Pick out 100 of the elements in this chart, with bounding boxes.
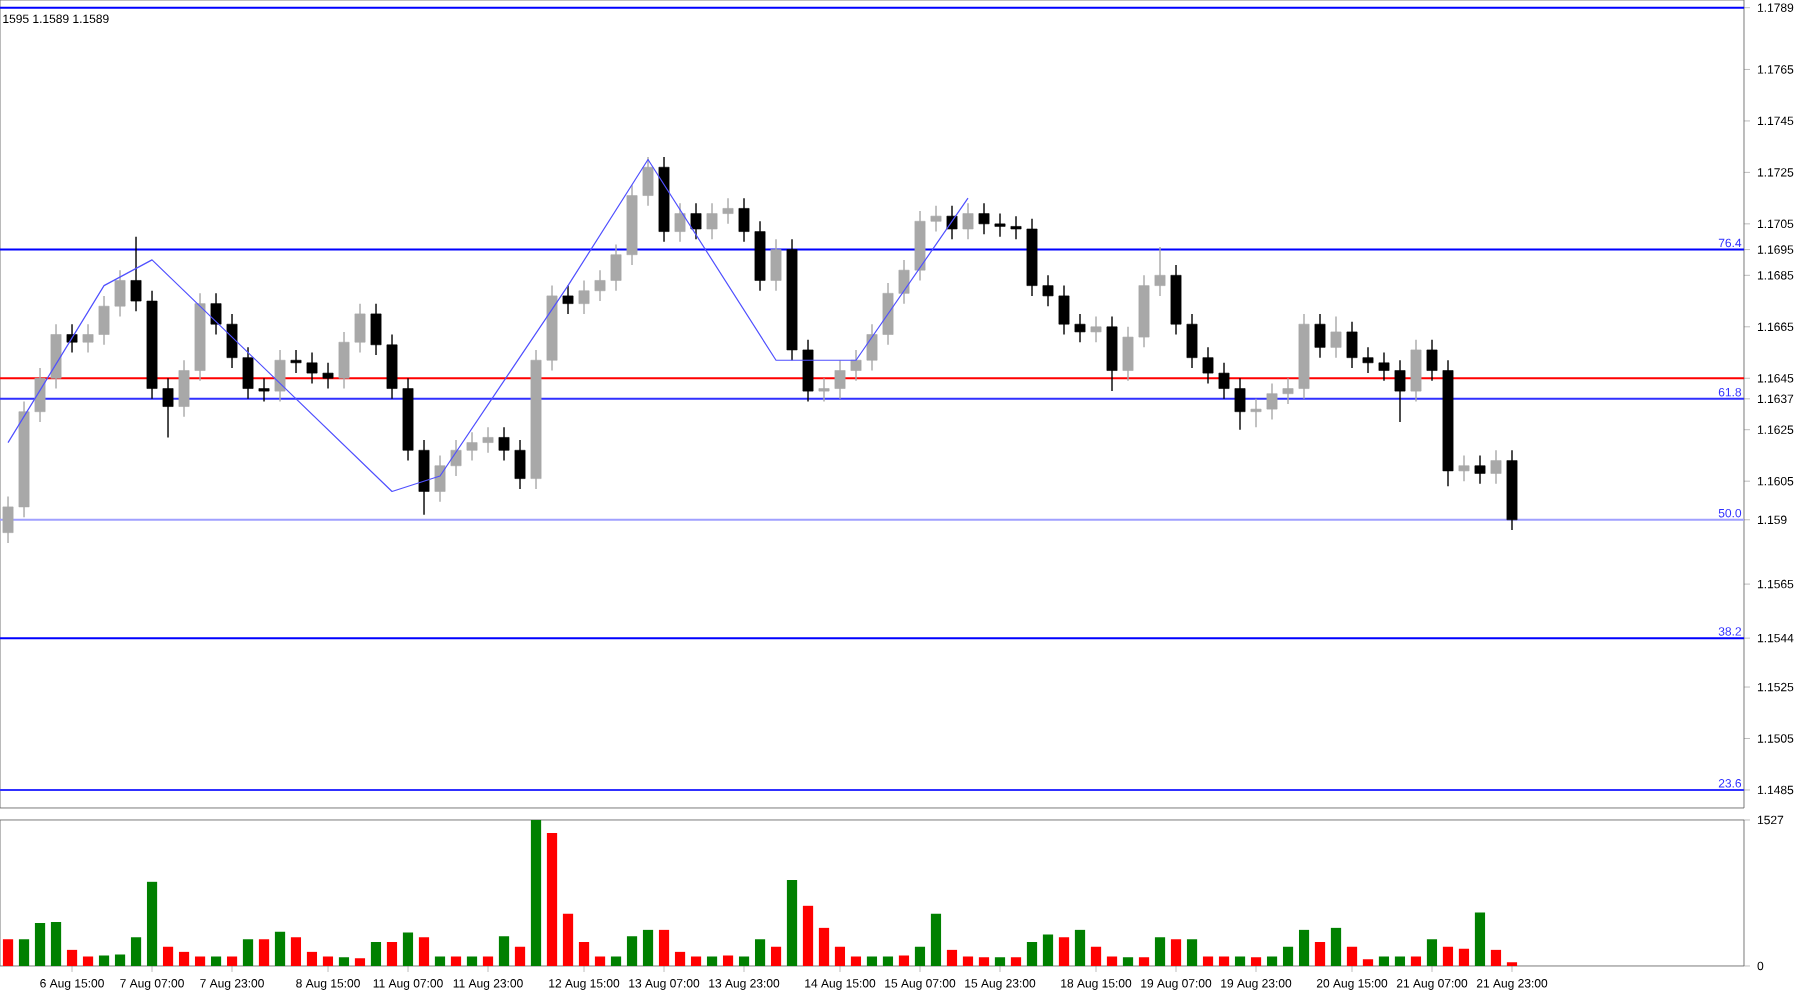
candlestick bbox=[1266, 382, 1278, 421]
candlestick bbox=[882, 282, 894, 346]
bar bbox=[18, 939, 30, 966]
candlestick bbox=[1250, 398, 1262, 428]
bar bbox=[802, 905, 814, 966]
candlestick bbox=[98, 295, 110, 346]
bar bbox=[1314, 942, 1326, 966]
bar bbox=[706, 956, 718, 966]
candlestick bbox=[1346, 320, 1358, 369]
bar bbox=[498, 936, 510, 966]
bar bbox=[1330, 927, 1342, 966]
bar bbox=[354, 958, 366, 966]
bar bbox=[402, 932, 414, 966]
candlestick bbox=[1362, 346, 1374, 374]
bar bbox=[1074, 929, 1086, 966]
bar bbox=[994, 957, 1006, 966]
bar bbox=[946, 949, 958, 966]
bar bbox=[338, 957, 350, 966]
bar bbox=[34, 922, 46, 966]
bar bbox=[1218, 956, 1230, 966]
candlestick bbox=[386, 333, 398, 400]
candlestick bbox=[498, 426, 510, 462]
candlestick bbox=[482, 426, 494, 454]
candlestick bbox=[290, 349, 302, 374]
bar bbox=[370, 942, 382, 966]
bar bbox=[386, 942, 398, 966]
bar bbox=[962, 956, 974, 966]
candlestick bbox=[578, 279, 590, 315]
bar bbox=[834, 946, 846, 966]
candlestick bbox=[1122, 326, 1134, 382]
candlestick bbox=[434, 454, 446, 503]
bar bbox=[658, 929, 670, 966]
candlestick bbox=[594, 269, 606, 302]
candlestick bbox=[242, 346, 254, 400]
bar bbox=[1058, 937, 1070, 966]
candlestick bbox=[1042, 274, 1054, 307]
candlestick bbox=[850, 349, 862, 382]
candlestick bbox=[818, 377, 830, 403]
bar bbox=[242, 939, 254, 966]
bar bbox=[194, 956, 206, 966]
bar bbox=[1154, 937, 1166, 966]
candlestick bbox=[2, 495, 14, 544]
bar bbox=[114, 954, 126, 966]
candlestick bbox=[1186, 313, 1198, 369]
candlestick bbox=[338, 331, 350, 390]
bar bbox=[610, 956, 622, 966]
bar bbox=[626, 936, 638, 966]
bar bbox=[1122, 957, 1134, 966]
candlestick bbox=[514, 439, 526, 490]
bar bbox=[82, 956, 94, 966]
candlestick bbox=[1090, 315, 1102, 343]
bar bbox=[466, 956, 478, 966]
bar bbox=[1170, 939, 1182, 966]
bar bbox=[50, 921, 62, 966]
bar bbox=[978, 957, 990, 966]
candlestick bbox=[674, 202, 686, 243]
bar bbox=[818, 927, 830, 966]
candlestick bbox=[450, 439, 462, 477]
bar bbox=[1362, 959, 1374, 966]
candlestick bbox=[1106, 315, 1118, 392]
candlestick bbox=[1490, 449, 1502, 485]
bar bbox=[1042, 934, 1054, 966]
candlestick bbox=[1202, 346, 1214, 385]
candlestick bbox=[770, 238, 782, 292]
candlestick bbox=[642, 156, 654, 207]
bar bbox=[930, 913, 942, 966]
candlestick bbox=[1154, 246, 1166, 297]
bar bbox=[1026, 942, 1038, 966]
bar bbox=[162, 946, 174, 966]
candlestick bbox=[994, 212, 1006, 238]
bar bbox=[514, 946, 526, 966]
candlestick bbox=[1410, 338, 1422, 403]
candlestick bbox=[962, 202, 974, 240]
candlestick bbox=[466, 431, 478, 462]
bar bbox=[66, 949, 78, 966]
candlestick bbox=[738, 197, 750, 243]
bar bbox=[1490, 949, 1502, 966]
candlestick bbox=[898, 259, 910, 305]
bar bbox=[2, 939, 14, 966]
bar bbox=[1410, 956, 1422, 966]
candlestick bbox=[322, 362, 334, 390]
candlestick bbox=[210, 292, 222, 336]
candlestick bbox=[1282, 377, 1294, 405]
bar bbox=[434, 956, 446, 966]
bar bbox=[1378, 956, 1390, 966]
candlestick bbox=[1314, 313, 1326, 359]
bar bbox=[1138, 957, 1150, 966]
candlestick bbox=[34, 367, 46, 423]
candlestick bbox=[1058, 284, 1070, 336]
bar bbox=[722, 955, 734, 966]
bar bbox=[1298, 929, 1310, 966]
candlestick bbox=[1474, 454, 1486, 485]
candlestick bbox=[1234, 377, 1246, 431]
bar bbox=[1010, 957, 1022, 966]
bar bbox=[1426, 939, 1438, 966]
bar bbox=[578, 942, 590, 966]
bar bbox=[146, 881, 158, 966]
bar bbox=[1282, 946, 1294, 966]
bar bbox=[850, 956, 862, 966]
bar bbox=[1090, 946, 1102, 966]
